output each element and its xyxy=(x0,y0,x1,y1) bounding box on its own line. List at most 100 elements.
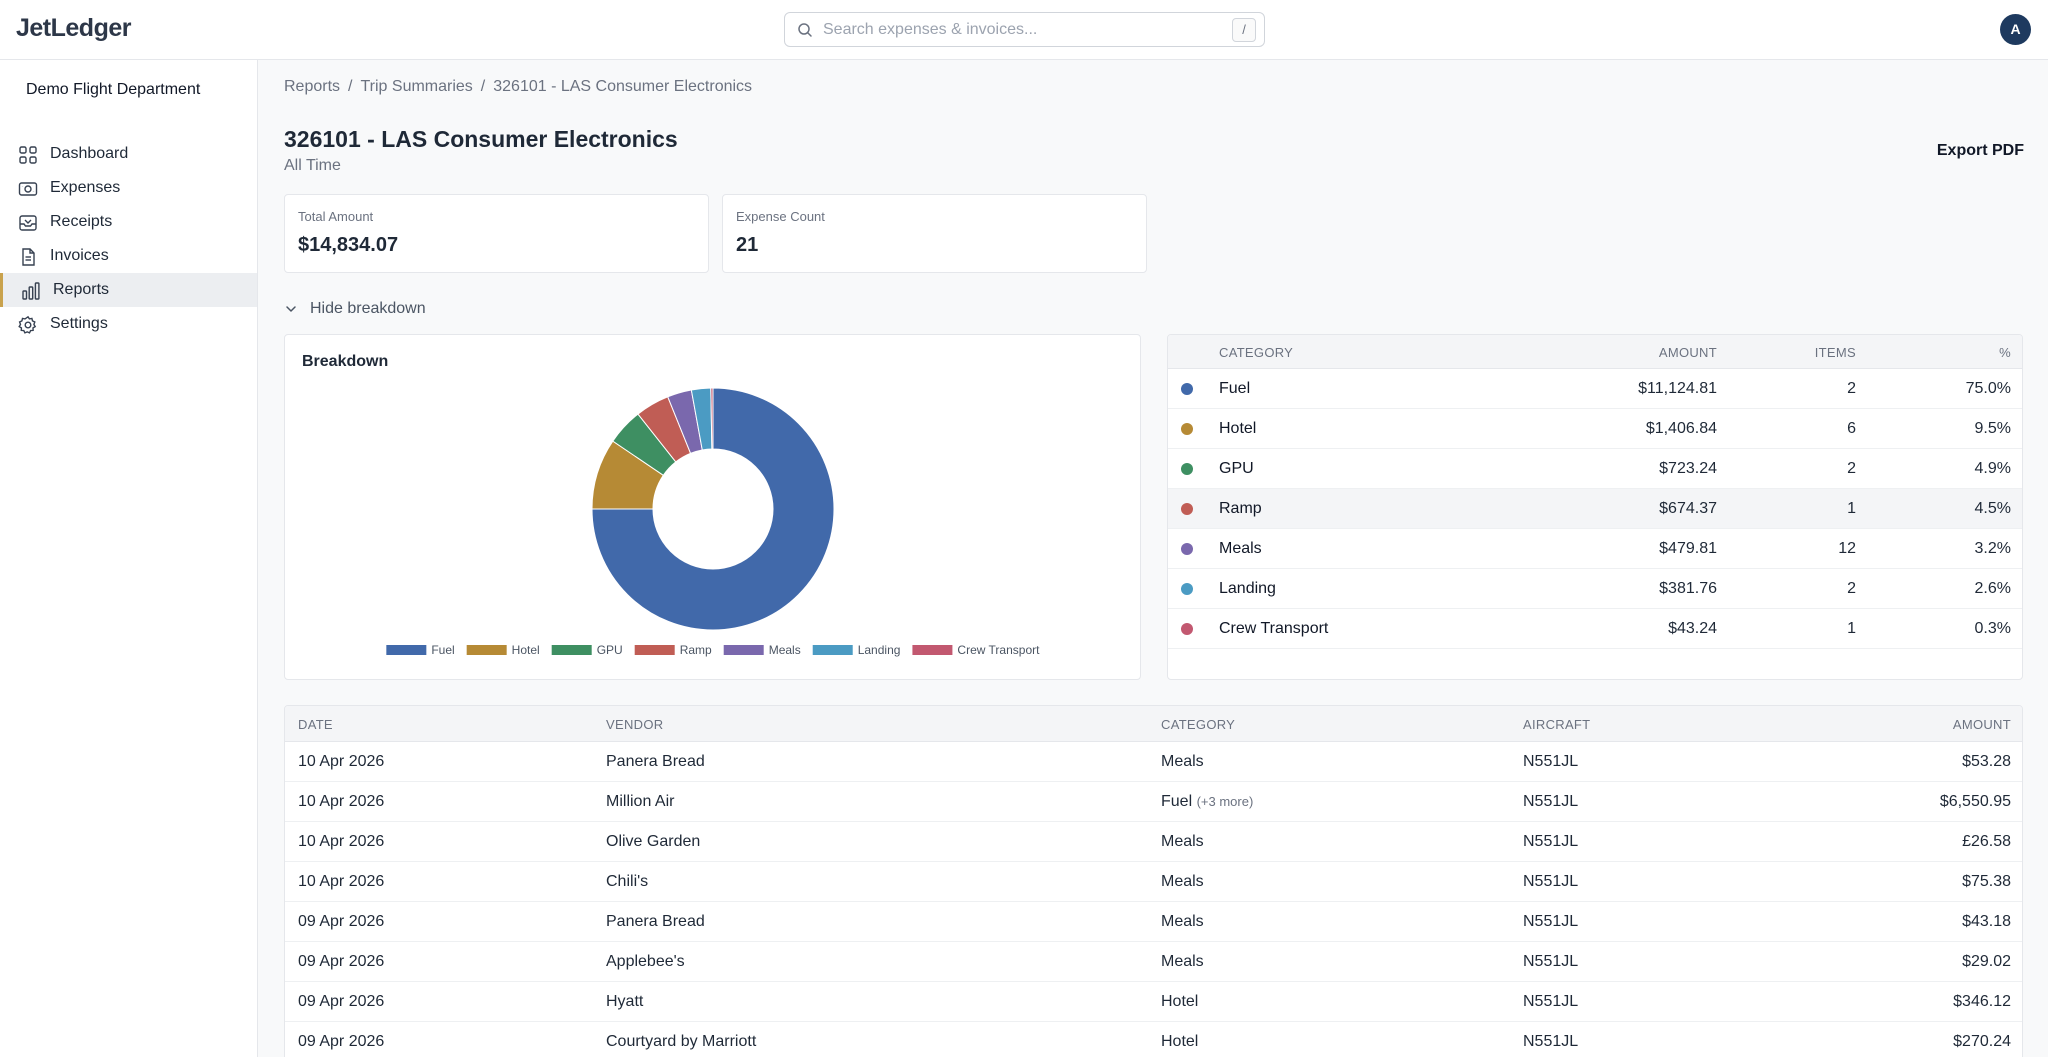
breakdown-donut-chart: Fuel Hotel GPU Ramp Meals Landing Crew Transpo… xyxy=(386,387,1040,657)
money-icon xyxy=(18,182,38,196)
export-pdf-button[interactable]: Export PDF xyxy=(1914,138,2024,164)
col-vendor[interactable]: VENDOR xyxy=(606,717,664,732)
category-row[interactable]: Hotel $1,406.84 6 9.5% xyxy=(1168,409,2022,449)
col-aircraft[interactable]: AIRCRAFT xyxy=(1523,717,1591,732)
category-row[interactable]: Ramp $674.37 1 4.5% xyxy=(1168,489,2022,529)
col-date[interactable]: DATE xyxy=(298,717,333,732)
cell-date: 09 Apr 2026 xyxy=(298,953,385,970)
cell-amount: $53.28 xyxy=(1962,753,2011,770)
col-amount[interactable]: AMOUNT xyxy=(1952,717,2011,732)
category-text: Meals xyxy=(1161,953,1204,970)
category-text: Hotel xyxy=(1161,1033,1199,1050)
legend-swatch xyxy=(912,645,953,655)
breadcrumb-trip-summaries[interactable]: Trip Summaries xyxy=(360,78,473,95)
chevron-down-icon xyxy=(286,306,296,312)
category-row[interactable]: GPU $723.24 2 4.9% xyxy=(1168,449,2022,489)
category-color-dot xyxy=(1181,583,1193,595)
legend-item[interactable]: Hotel xyxy=(466,643,540,657)
cell-vendor: Applebee's xyxy=(606,953,685,970)
category-text: Meals xyxy=(1161,873,1204,890)
legend-item[interactable]: Fuel xyxy=(386,643,455,657)
legend-label: Crew Transport xyxy=(957,643,1040,657)
cell-amount: £26.58 xyxy=(1962,833,2011,850)
cell-date: 09 Apr 2026 xyxy=(298,913,385,930)
legend-swatch xyxy=(723,645,764,655)
cell-category: Meals xyxy=(1161,953,1204,971)
category-row[interactable]: Landing $381.76 2 2.6% xyxy=(1168,569,2022,609)
legend-label: Ramp xyxy=(680,643,712,657)
category-row[interactable]: Crew Transport $43.24 1 0.3% xyxy=(1168,609,2022,649)
cell-date: 10 Apr 2026 xyxy=(298,833,385,850)
cell-category: Meals xyxy=(1161,753,1204,771)
table-row[interactable]: 10 Apr 2026 Panera Bread Meals N551JL $53.28 xyxy=(285,742,2022,782)
category-items: 2 xyxy=(1847,580,1856,597)
cell-vendor: Chili's xyxy=(606,873,649,890)
sidebar-item-settings[interactable]: Settings xyxy=(0,307,257,341)
legend-item[interactable]: Meals xyxy=(723,643,801,657)
cell-category: Fuel (+3 more) xyxy=(1161,793,1253,811)
cell-date: 10 Apr 2026 xyxy=(298,873,385,890)
category-text: Meals xyxy=(1161,913,1204,930)
legend-item[interactable]: Ramp xyxy=(634,643,712,657)
category-color-dot xyxy=(1181,503,1193,515)
cell-category: Hotel xyxy=(1161,993,1198,1011)
category-percent: 4.5% xyxy=(1974,500,2011,517)
category-name: Ramp xyxy=(1219,500,1262,517)
cell-amount: $43.18 xyxy=(1962,913,2011,930)
more-categories-badge: (+3 more) xyxy=(1196,794,1254,809)
sidebar-item-label: Reports xyxy=(53,281,110,298)
legend-item[interactable]: Landing xyxy=(812,643,901,657)
table-row[interactable]: 09 Apr 2026 Panera Bread Meals N551JL $43.18 xyxy=(285,902,2022,942)
sidebar-item-receipts[interactable]: Receipts xyxy=(0,205,257,239)
cell-aircraft: N551JL xyxy=(1523,1033,1579,1050)
search-box[interactable]: / xyxy=(784,12,1265,47)
table-row[interactable]: 09 Apr 2026 Applebee's Meals N551JL $29.02 xyxy=(285,942,2022,982)
cell-aircraft: N551JL xyxy=(1523,833,1579,850)
donut-slice-crew-transport[interactable] xyxy=(710,387,714,450)
legend-swatch xyxy=(466,645,507,655)
search-input[interactable] xyxy=(823,18,1213,42)
grid-icon xyxy=(19,146,37,164)
cell-amount: $270.24 xyxy=(1953,1033,2011,1050)
cell-vendor: Panera Bread xyxy=(606,913,705,930)
breadcrumb-reports[interactable]: Reports xyxy=(284,78,341,95)
sidebar-item-invoices[interactable]: Invoices xyxy=(0,239,257,273)
sidebar-item-label: Receipts xyxy=(50,213,113,230)
inbox-icon xyxy=(19,215,37,231)
sidebar-item-reports[interactable]: Reports xyxy=(0,273,257,307)
table-row[interactable]: 10 Apr 2026 Chili's Meals N551JL $75.38 xyxy=(285,862,2022,902)
category-percent: 0.3% xyxy=(1974,620,2011,637)
cell-date: 10 Apr 2026 xyxy=(298,793,385,810)
cell-vendor: Panera Bread xyxy=(606,753,705,770)
category-percent: 4.9% xyxy=(1974,460,2011,477)
col-pct: % xyxy=(1999,345,2011,360)
legend-item[interactable]: GPU xyxy=(551,643,623,657)
category-color-dot xyxy=(1181,463,1193,475)
sidebar-item-expenses[interactable]: Expenses xyxy=(0,171,257,205)
legend-swatch xyxy=(386,645,427,655)
table-row[interactable]: 10 Apr 2026 Olive Garden Meals N551JL £26.58 xyxy=(285,822,2022,862)
sidebar-item-label: Dashboard xyxy=(50,145,129,162)
category-row[interactable]: Fuel $11,124.81 2 75.0% xyxy=(1168,369,2022,409)
category-amount: $1,406.84 xyxy=(1645,420,1717,437)
toggle-label: Hide breakdown xyxy=(310,300,426,317)
sidebar-item-dashboard[interactable]: Dashboard xyxy=(0,137,257,171)
table-row[interactable]: 10 Apr 2026 Million Air Fuel (+3 more) N551… xyxy=(285,782,2022,822)
page-subtitle: All Time xyxy=(284,157,341,174)
legend-swatch xyxy=(551,645,592,655)
table-row[interactable]: 09 Apr 2026 Hyatt Hotel N551JL $346.12 xyxy=(285,982,2022,1022)
category-row[interactable]: Meals $479.81 12 3.2% xyxy=(1168,529,2022,569)
app-logo[interactable]: JetLedger xyxy=(16,14,131,42)
user-avatar[interactable]: A xyxy=(2000,14,2031,45)
cell-amount: $75.38 xyxy=(1962,873,2011,890)
category-percent: 2.6% xyxy=(1974,580,2011,597)
cell-vendor: Hyatt xyxy=(606,993,644,1010)
category-name: Hotel xyxy=(1219,420,1257,437)
donut-slice-fuel[interactable] xyxy=(591,387,835,631)
legend-item[interactable]: Crew Transport xyxy=(912,643,1040,657)
category-color-dot xyxy=(1181,383,1193,395)
legend-swatch xyxy=(812,645,853,655)
table-row[interactable]: 09 Apr 2026 Courtyard by Marriott Hotel N55… xyxy=(285,1022,2022,1057)
category-amount: $11,124.81 xyxy=(1638,380,1717,397)
col-category[interactable]: CATEGORY xyxy=(1161,717,1236,732)
